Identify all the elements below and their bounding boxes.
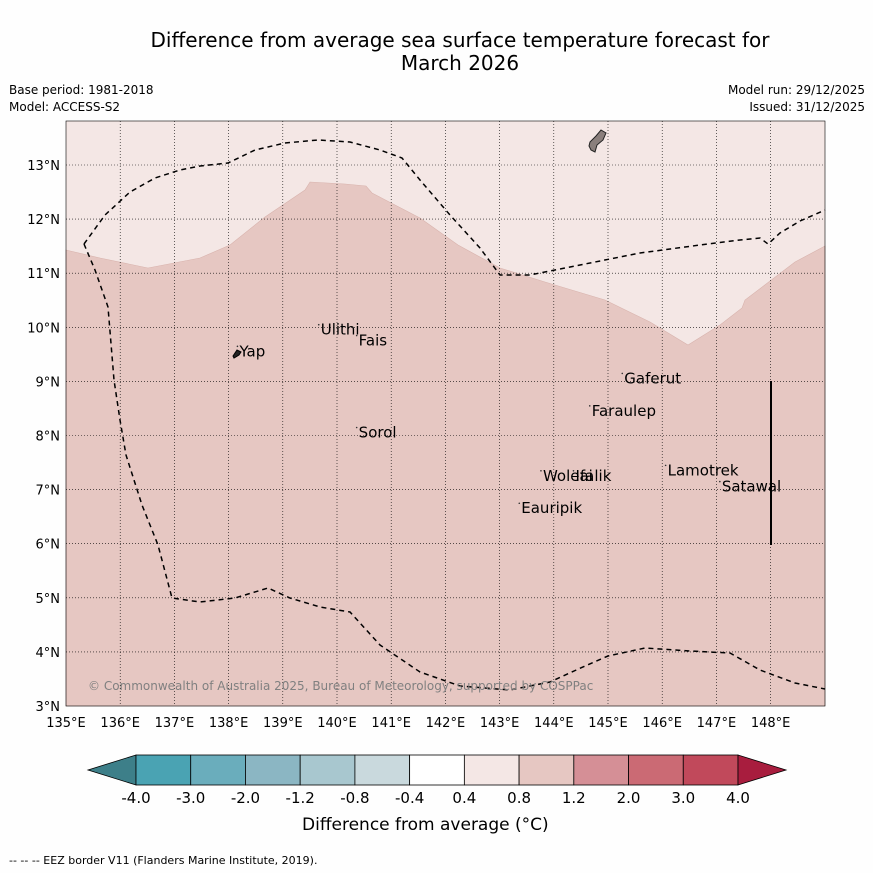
lat-tick-label: 5°N bbox=[36, 592, 61, 607]
colorbar-segment bbox=[573, 754, 629, 786]
atoll-marker bbox=[540, 469, 542, 472]
map-frame bbox=[65, 120, 826, 707]
colorbar-segment bbox=[245, 754, 301, 786]
lat-tick-label: 3°N bbox=[36, 700, 61, 715]
lon-tick-label: 139°E bbox=[263, 716, 303, 731]
colorbar-tick-label: 2.0 bbox=[617, 789, 641, 807]
lon-tick-label: 135°E bbox=[46, 716, 86, 731]
lon-tick-label: 145°E bbox=[588, 716, 628, 731]
place-label-gaferut: Gaferut bbox=[624, 369, 681, 387]
atoll-marker bbox=[588, 405, 591, 407]
guam-island bbox=[588, 129, 607, 153]
colorbar-extend-low bbox=[86, 754, 137, 786]
colorbar-tick-label: 4.0 bbox=[726, 789, 750, 807]
lat-tick-label: 7°N bbox=[36, 484, 61, 499]
yap-island bbox=[232, 349, 242, 359]
eez-border-north bbox=[83, 139, 826, 276]
colorbar-tick-label: 0.4 bbox=[452, 789, 476, 807]
colorbar-label: Difference from average (°C) bbox=[302, 815, 549, 835]
place-label-eauripik: Eauripik bbox=[521, 499, 582, 517]
colorbar-segment bbox=[354, 754, 411, 786]
colorbar-tick-label: -0.8 bbox=[340, 789, 369, 807]
colorbar-tick-label: -2.0 bbox=[231, 789, 260, 807]
colorbar-extend-high bbox=[737, 754, 788, 786]
lon-tick-label: 148°E bbox=[751, 716, 791, 731]
footnote: -- -- -- EEZ border V11 (Flanders Marine… bbox=[9, 854, 318, 867]
place-label-faraulep: Faraulep bbox=[592, 402, 656, 420]
lon-tick-label: 140°E bbox=[317, 716, 357, 731]
colorbar-tick-label: -0.4 bbox=[395, 789, 424, 807]
lat-tick-label: 11°N bbox=[27, 267, 60, 282]
base-period: Base period: 1981-2018 bbox=[9, 83, 154, 97]
colorbar-segment bbox=[628, 754, 684, 786]
gridlines bbox=[66, 121, 825, 706]
anomaly-band-0.8-1.2 bbox=[65, 181, 826, 707]
colorbar-segment bbox=[190, 754, 246, 786]
colorbar-segment bbox=[682, 754, 739, 786]
atoll-marker bbox=[355, 426, 358, 429]
copyright-note: © Commonwealth of Australia 2025, Bureau… bbox=[88, 679, 593, 693]
colorbar-segment bbox=[409, 754, 465, 786]
colorbar-tick-label: -1.2 bbox=[286, 789, 315, 807]
place-label-sorol: Sorol bbox=[359, 424, 397, 442]
colorbar-tick-label: 0.8 bbox=[507, 789, 531, 807]
lat-tick-label: 4°N bbox=[36, 646, 61, 661]
lon-tick-label: 138°E bbox=[209, 716, 249, 731]
lon-tick-label: 142°E bbox=[426, 716, 466, 731]
lat-tick-label: 13°N bbox=[27, 159, 60, 174]
atoll-marker bbox=[355, 334, 358, 337]
lon-tick-label: 141°E bbox=[371, 716, 411, 731]
place-label-woleai: Woleai bbox=[543, 467, 593, 485]
place-label-yap: Yap bbox=[238, 342, 265, 360]
chart-title-line1: Difference from average sea surface temp… bbox=[150, 28, 770, 52]
lat-tick-label: 8°N bbox=[36, 430, 61, 445]
place-label-satawal: Satawal bbox=[722, 478, 781, 496]
atoll-marker bbox=[664, 464, 667, 467]
place-label-lamotrek: Lamotrek bbox=[668, 461, 739, 479]
colorbar-segment bbox=[463, 754, 520, 786]
colorbar-tick-label: 3.0 bbox=[671, 789, 695, 807]
lat-tick-label: 12°N bbox=[27, 213, 60, 228]
lon-tick-label: 137°E bbox=[155, 716, 195, 731]
axis-labels: 135°E 136°E 137°E 138°E 139°E 140°E 141°E 142°E… bbox=[27, 159, 790, 731]
colorbar-tick-label: 1.2 bbox=[562, 789, 586, 807]
lon-tick-label: 136°E bbox=[100, 716, 140, 731]
chart-title-line2: March 2026 bbox=[400, 51, 520, 75]
eez-border-west bbox=[83, 243, 826, 691]
atoll-marker bbox=[621, 372, 624, 375]
lat-tick-label: 6°N bbox=[36, 538, 61, 553]
colorbar-segment bbox=[518, 754, 575, 786]
issued-date: Issued: 31/12/2025 bbox=[749, 100, 865, 114]
place-label-fais: Fais bbox=[359, 332, 388, 350]
lon-tick-label: 143°E bbox=[480, 716, 520, 731]
lon-tick-label: 147°E bbox=[697, 716, 737, 731]
lon-tick-label: 146°E bbox=[642, 716, 682, 731]
atoll-marker bbox=[572, 469, 575, 472]
lon-tick-label: 144°E bbox=[534, 716, 574, 731]
colorbar-segment bbox=[135, 754, 192, 786]
atoll-marker bbox=[236, 345, 239, 348]
place-label-ifalik: Ifalik bbox=[575, 467, 611, 485]
atoll-marker bbox=[518, 502, 521, 505]
colorbar-tick-label: -4.0 bbox=[121, 789, 150, 807]
colorbar-tick-label: -3.0 bbox=[176, 789, 205, 807]
model-name: Model: ACCESS-S2 bbox=[9, 100, 121, 114]
colorbar-segment bbox=[299, 754, 356, 786]
atoll-marker bbox=[317, 323, 320, 326]
colorbar: -4.0 -3.0 -2.0 -1.2 -0.8 -0.4 0.4 0.8 1.2 2.0 3.0 4… bbox=[86, 754, 788, 807]
lat-tick-label: 10°N bbox=[27, 321, 60, 336]
model-run: Model run: 29/12/2025 bbox=[727, 83, 865, 97]
lat-tick-label: 9°N bbox=[36, 375, 61, 390]
place-label-ulithi: Ulithi bbox=[321, 321, 360, 339]
atoll-marker bbox=[719, 480, 721, 483]
